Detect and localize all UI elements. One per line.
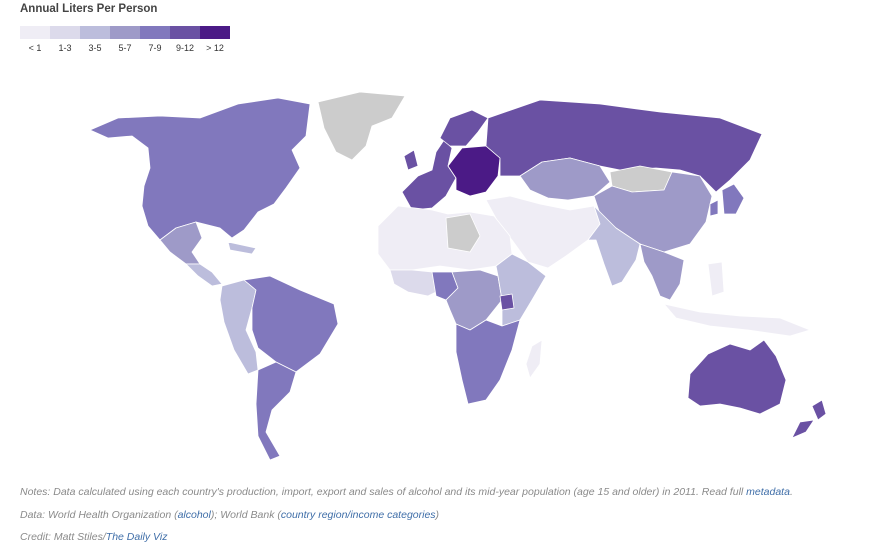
- legend-item: < 1: [20, 26, 50, 53]
- region-western-europe[interactable]: [401, 139, 457, 211]
- region-scandinavia[interactable]: [439, 109, 489, 147]
- income-categories-link[interactable]: country region/income categories: [280, 509, 436, 521]
- region-central-asia[interactable]: [519, 157, 611, 201]
- legend-item: 3-5: [80, 26, 110, 53]
- region-southeast-asia[interactable]: [639, 243, 685, 301]
- legend-item: 5-7: [110, 26, 140, 53]
- region-indonesia[interactable]: [663, 261, 811, 337]
- legend-label: 3-5: [88, 43, 102, 53]
- region-uganda[interactable]: [499, 293, 515, 311]
- notes-text: Notes: Data calculated using each countr…: [20, 486, 747, 498]
- region-australia[interactable]: [687, 339, 787, 415]
- notes-line: Notes: Data calculated using each countr…: [20, 486, 793, 498]
- legend-swatch: [80, 26, 110, 39]
- notes-text-end: .: [789, 486, 793, 498]
- region-madagascar[interactable]: [525, 339, 543, 379]
- legend-label: > 12: [206, 43, 224, 53]
- source-text: Data: World Health Organization (: [20, 509, 178, 521]
- legend-swatch: [170, 26, 200, 39]
- legend-label: 9-12: [175, 43, 194, 53]
- legend-item: > 12: [200, 26, 230, 53]
- credit-text: Credit: Matt Stiles/: [20, 531, 106, 543]
- region-brazil[interactable]: [243, 275, 339, 373]
- region-india[interactable]: [587, 205, 641, 287]
- region-eastern-europe[interactable]: [447, 145, 501, 197]
- source-text: ); World Bank (: [210, 509, 281, 521]
- region-west-africa[interactable]: [389, 269, 441, 297]
- legend-swatch: [50, 26, 80, 39]
- region-central-america[interactable]: [185, 241, 257, 287]
- metadata-link[interactable]: metadata: [746, 486, 790, 498]
- legend-swatch: [140, 26, 170, 39]
- region-north-africa[interactable]: [377, 205, 513, 271]
- legend-swatch: [200, 26, 230, 39]
- region-new-zealand[interactable]: [791, 399, 827, 439]
- legend-label: < 1: [28, 43, 42, 53]
- region-north-america[interactable]: [89, 97, 311, 241]
- legend-label: 1-3: [58, 43, 72, 53]
- color-legend: < 1 1-3 3-5 5-7 7-9 9-12 > 12: [20, 26, 230, 53]
- legend-label: 5-7: [118, 43, 132, 53]
- region-central-africa[interactable]: [445, 269, 503, 331]
- world-choropleth-map: [89, 91, 827, 461]
- legend-title: Annual Liters Per Person: [20, 3, 158, 15]
- region-russia[interactable]: [485, 99, 763, 193]
- region-southern-africa[interactable]: [455, 319, 521, 405]
- region-libya[interactable]: [445, 213, 481, 253]
- region-southern-south-america[interactable]: [255, 361, 297, 461]
- data-source-line: Data: World Health Organization (alcohol…: [20, 509, 439, 521]
- credit-line: Credit: Matt Stiles/The Daily Viz: [20, 531, 167, 543]
- region-mexico[interactable]: [159, 221, 203, 265]
- region-greenland[interactable]: [317, 91, 406, 161]
- source-text: ): [435, 509, 440, 521]
- legend-item: 1-3: [50, 26, 80, 53]
- legend-label: 7-9: [148, 43, 162, 53]
- legend-swatch: [110, 26, 140, 39]
- daily-viz-link[interactable]: The Daily Viz: [105, 531, 168, 543]
- legend-swatch: [20, 26, 50, 39]
- legend-item: 7-9: [140, 26, 170, 53]
- legend-item: 9-12: [170, 26, 200, 53]
- region-japan[interactable]: [709, 183, 745, 217]
- alcohol-link[interactable]: alcohol: [177, 509, 211, 521]
